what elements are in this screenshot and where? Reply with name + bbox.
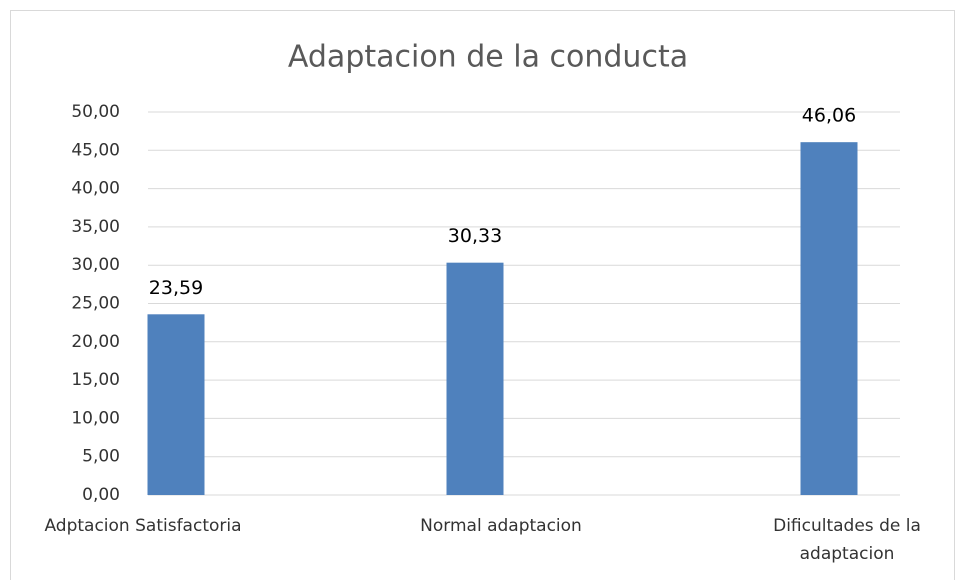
- x-tick-label: Normal adaptacion: [420, 516, 582, 536]
- y-tick-label: 25,00: [71, 294, 120, 314]
- y-tick-label: 15,00: [71, 370, 120, 390]
- value-label: 46,06: [802, 105, 856, 127]
- y-tick-label: 40,00: [71, 179, 120, 199]
- bar: [446, 262, 504, 495]
- y-tick-label: 20,00: [71, 332, 120, 352]
- y-tick-label: 35,00: [71, 217, 120, 237]
- x-tick-label: Dificultades de la adaptacion: [773, 516, 921, 564]
- y-tick-label: 45,00: [71, 140, 120, 160]
- chart-title: Adaptacion de la conducta: [288, 40, 688, 75]
- x-tick-label: Adptacion Satisfactoria: [44, 516, 242, 536]
- y-tick-label: 5,00: [82, 447, 120, 467]
- bar: [147, 314, 205, 495]
- value-label: 23,59: [149, 277, 203, 299]
- y-tick-label: 50,00: [71, 102, 120, 122]
- bar: [800, 142, 858, 495]
- value-label: 30,33: [448, 225, 502, 247]
- y-tick-label: 10,00: [71, 408, 120, 428]
- y-tick-label: 0,00: [82, 485, 120, 505]
- y-tick-label: 30,00: [71, 255, 120, 275]
